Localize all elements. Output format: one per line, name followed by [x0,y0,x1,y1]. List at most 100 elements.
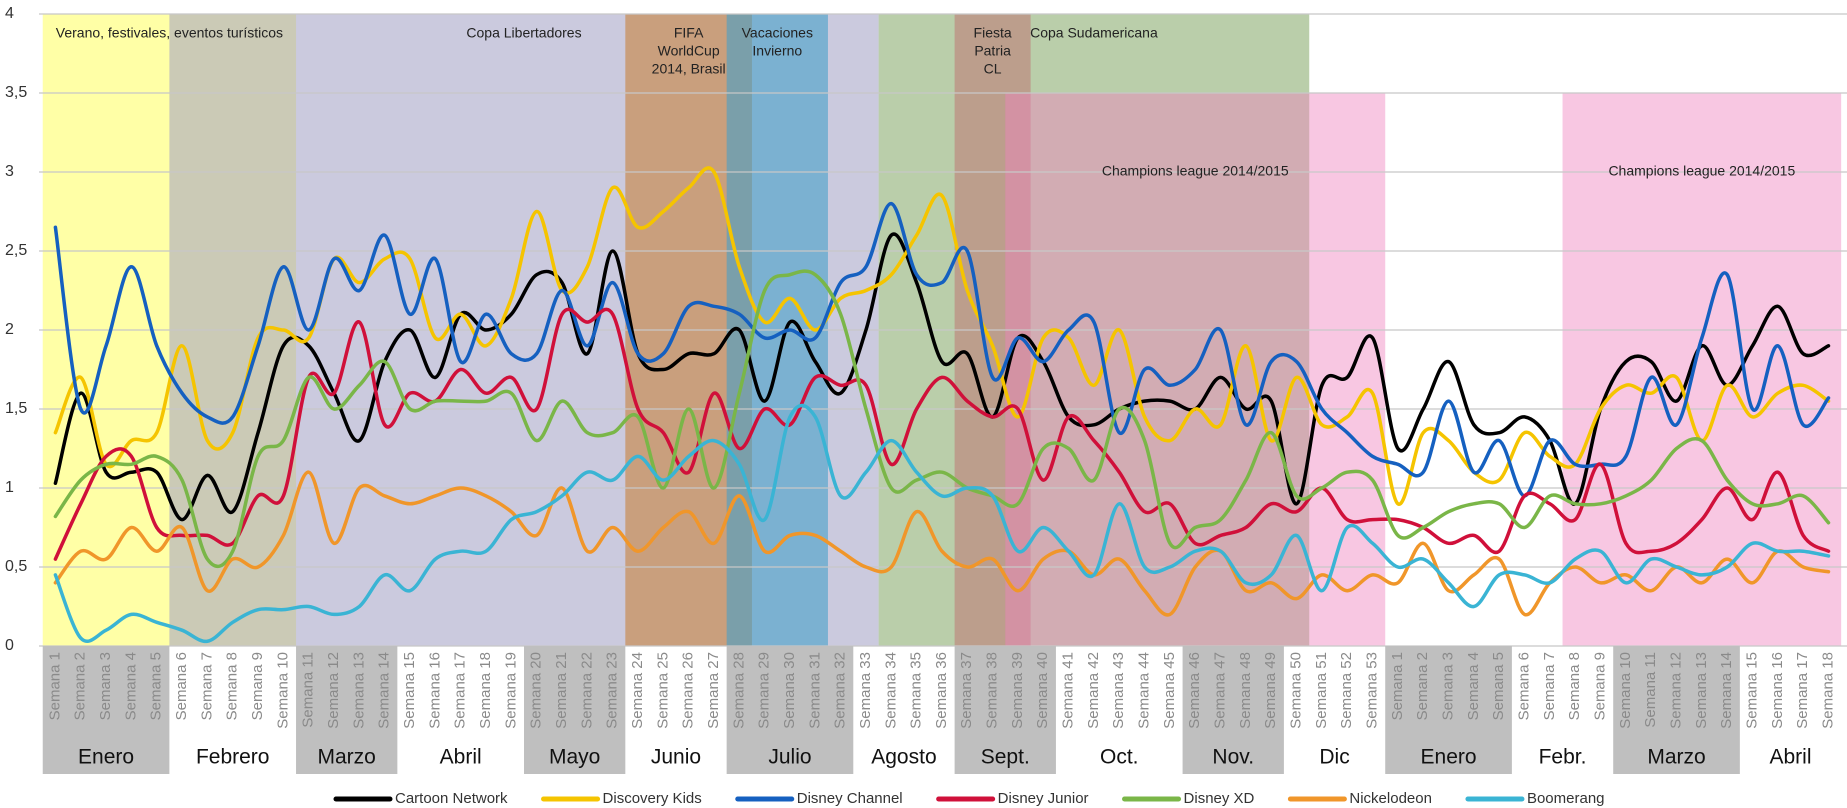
x-tick-label: Semana 51 [1313,652,1330,729]
y-tick-label: 1 [5,479,14,496]
legend-label: Discovery Kids [603,790,702,807]
x-tick-label: Semana 13 [350,652,367,729]
month-label: Dic [1319,746,1349,769]
x-tick-label: Semana 25 [654,652,671,729]
x-tick-label: Semana 12 [1667,652,1684,729]
x-tick-label: Semana 21 [553,652,570,729]
x-tick-label: Semana 46 [1186,652,1203,729]
x-tick-label: Semana 38 [984,652,1001,729]
month-label: Junio [651,746,701,769]
month-label: Oct. [1100,746,1139,769]
y-tick-label: 3 [5,163,14,180]
x-tick-label: Semana 48 [1237,652,1254,729]
month-band [1385,646,1512,774]
series-line [53,307,1831,561]
x-tick-label: Semana 14 [376,652,393,729]
month-label: Sept. [981,746,1030,769]
band-label: Champions league 2014/2015 [1102,163,1289,179]
month-label: Abril [440,746,482,769]
x-tick-label: Semana 5 [1490,652,1507,720]
x-tick-label: Semana 7 [198,652,215,720]
event-band [1562,93,1842,646]
x-tick-label: Semana 18 [1819,652,1836,729]
x-tick-label: Semana 8 [1566,652,1583,720]
series-line [53,201,1831,498]
x-tick-label: Semana 33 [857,652,874,729]
month-label: Mayo [549,746,600,769]
legend-label: Nickelodeon [1349,790,1432,807]
month-label: Abril [1769,746,1811,769]
x-tick-label: Semana 44 [1136,652,1153,729]
x-tick-label: Semana 8 [224,652,241,720]
x-tick-label: Semana 11 [300,652,317,728]
x-tick-label: Semana 13 [1693,652,1710,729]
legend-label: Cartoon Network [395,790,508,807]
band-label: Verano, festivales, eventos turísticos [56,25,283,41]
x-tick-label: Semana 40 [1034,652,1051,729]
series-line [53,403,1831,644]
band-label: FIFA [674,25,704,41]
band-labels: Verano, festivales, eventos turísticos Co… [56,25,1796,179]
x-tick-label: Semana 2 [1414,652,1431,720]
legend: Cartoon Network Discovery Kids Disney Chan… [333,790,1605,807]
x-tick-label: Semana 1 [1389,652,1406,720]
y-tick-label: 1,5 [5,400,27,417]
band-label: WorldCup [658,43,720,59]
x-tick-label: Semana 17 [1794,652,1811,729]
x-tick-label: Semana 30 [781,652,798,729]
x-tick-label: Semana 41 [1060,652,1077,729]
x-tick-label: Semana 43 [1110,652,1127,729]
x-tick-label: Semana 9 [1591,652,1608,720]
x-tick-label: Semana 19 [502,652,519,729]
band-label: 2014, Brasil [652,61,726,77]
x-tick-label: Semana 32 [832,652,849,729]
x-tick-label: Semana 35 [908,652,925,729]
month-band [1613,646,1740,774]
x-tick-label: Semana 16 [426,652,443,729]
x-tick-label: Semana 45 [1161,652,1178,729]
x-tick-label: Semana 3 [1440,652,1457,720]
x-tick-label: Semana 31 [806,652,823,729]
legend-label: Disney Junior [998,790,1089,807]
month-label: Enero [78,746,134,769]
x-tick-label: Semana 42 [1085,652,1102,729]
legend-label: Disney XD [1184,790,1255,807]
x-tick-label: Semana 50 [1288,652,1305,729]
band-label: Copa Libertadores [466,25,581,41]
x-tick-label: Semana 49 [1262,652,1279,729]
x-tick-label: Semana 29 [756,652,773,729]
x-tick-label: Semana 4 [122,652,139,720]
x-tick-label: Semana 22 [578,652,595,729]
y-tick-label: 2,5 [5,242,27,259]
y-tick-label: 0,5 [5,558,27,575]
x-tick-label: Semana 9 [249,652,266,720]
x-tick-label: Semana 52 [1338,652,1355,729]
month-label: Agosto [871,746,936,769]
y-tick-label: 0 [5,637,14,654]
x-tick-label: Semana 14 [1718,652,1735,729]
x-tick-label: Semana 18 [477,652,494,729]
x-tick-label: Semana 17 [452,652,469,729]
x-tick-label: Semana 37 [958,652,975,729]
month-label: Julio [768,746,811,769]
band-label: Vacaciones [742,25,813,41]
x-tick-label: Semana 15 [1743,652,1760,729]
month-band [954,646,1056,774]
month-band [1182,646,1284,774]
series-line [53,232,1831,522]
month-label: Febr. [1539,746,1587,769]
month-band [524,646,626,774]
x-tick-label: Semana 7 [1541,652,1558,720]
x-tick-label: Semana 47 [1212,652,1229,729]
x-tick-label: Semana 15 [401,652,418,729]
month-label: Marzo [1647,746,1705,769]
band-label: Champions league 2014/2015 [1608,163,1795,179]
x-tick-label: Semana 23 [604,652,621,729]
x-tick-label: Semana 2 [72,652,89,720]
series-line [53,470,1831,617]
x-tick-label: Semana 20 [528,652,545,729]
x-tick-label: Semana 34 [882,652,899,729]
month-label: Nov. [1212,746,1254,769]
month-label: Marzo [318,746,376,769]
